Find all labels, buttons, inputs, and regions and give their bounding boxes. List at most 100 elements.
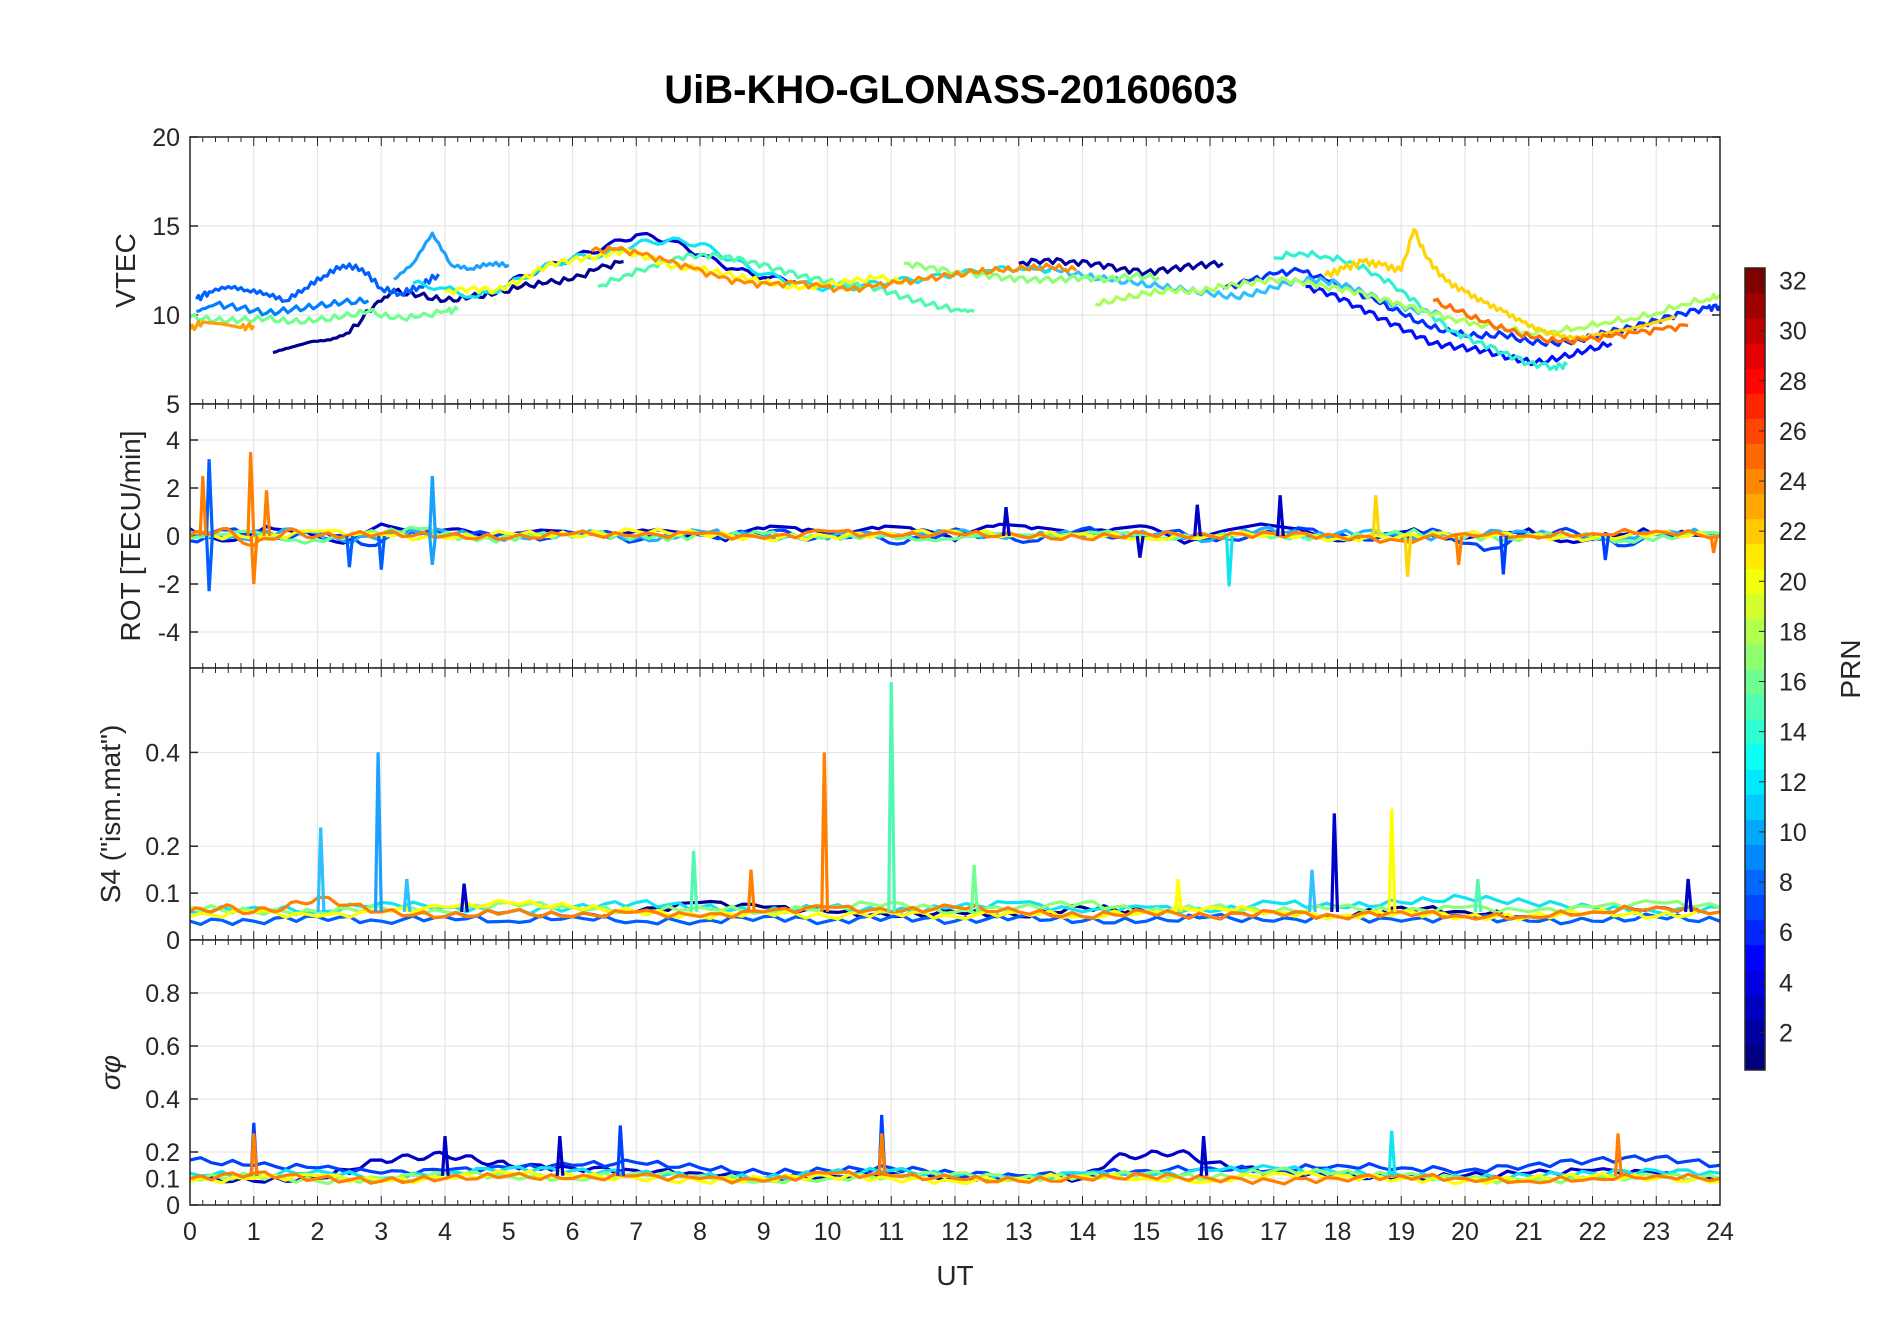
x-tick-label: 7 <box>629 1218 643 1246</box>
series-line-prn-24 <box>190 526 1720 548</box>
x-tick-label: 6 <box>566 1218 580 1246</box>
spike-mark <box>1613 1133 1623 1176</box>
y-axis-label: S4 ("ism.mat") <box>95 725 126 904</box>
spike-mark <box>1001 507 1011 537</box>
colorbar-segment <box>1745 618 1765 645</box>
spike-mark <box>1709 535 1719 554</box>
colorbar-tick-label: 30 <box>1779 318 1807 346</box>
series-line-prn-24 <box>590 245 1078 293</box>
colorbar-segment <box>1745 994 1765 1021</box>
spike-mark <box>1135 535 1145 558</box>
x-tick-label: 18 <box>1324 1218 1352 1246</box>
spike-mark <box>316 827 326 912</box>
chart-title: UiB-KHO-GLONASS-20160603 <box>664 68 1238 112</box>
colorbar-tick-label: 12 <box>1779 769 1807 797</box>
colorbar-segment <box>1745 719 1765 745</box>
colorbar-segment <box>1745 518 1765 545</box>
series-line-prn-7 <box>195 262 440 303</box>
x-tick-label: 9 <box>757 1218 771 1246</box>
colorbar-segment <box>1745 318 1765 344</box>
colorbar-label: PRN <box>1835 639 1866 698</box>
x-axis-label: UT <box>936 1260 973 1291</box>
spike-mark <box>1371 495 1381 537</box>
spike-mark <box>1499 535 1508 575</box>
spike-mark <box>1403 535 1413 577</box>
x-tick-label: 22 <box>1579 1218 1607 1246</box>
colorbar-segment <box>1745 293 1765 319</box>
colorbar-frame <box>1744 267 1766 1071</box>
colorbar-tick-label: 32 <box>1779 268 1807 296</box>
y-tick-label: 2 <box>166 475 180 503</box>
spike-mark <box>1387 1130 1397 1176</box>
series-line-prn-24 <box>190 895 1720 921</box>
x-tick-label: 16 <box>1196 1218 1224 1246</box>
y-tick-label: 0.2 <box>145 1139 180 1167</box>
spike-mark <box>377 535 386 570</box>
x-tick-label: 21 <box>1515 1218 1543 1246</box>
colorbar-tick-label: 8 <box>1779 869 1793 897</box>
series-line-prn-16 <box>903 261 1160 285</box>
spike-mark <box>428 475 437 537</box>
spike-mark <box>1601 535 1610 561</box>
colorbar-segment <box>1745 268 1765 294</box>
colorbar-segment <box>1745 468 1765 495</box>
spike-mark <box>246 451 256 537</box>
colorbar-segment <box>1745 769 1765 795</box>
spike-mark <box>345 535 355 568</box>
x-tick-label: 2 <box>311 1218 325 1246</box>
x-tick-label: 12 <box>941 1218 969 1246</box>
series-line-prn-2 <box>1018 257 1224 277</box>
series-group <box>190 228 1720 371</box>
spike-mark <box>887 682 896 912</box>
y-tick-label: 5 <box>166 391 180 419</box>
colorbar-segment <box>1745 969 1765 996</box>
colorbar-segment <box>1745 568 1765 595</box>
panel-rot: -4 -2 0 2 4 ROT [TECU/min] <box>115 403 1721 669</box>
spike-mark <box>555 1135 565 1176</box>
y-axis-label: ROT [TECU/min] <box>115 430 146 641</box>
x-tick-label: 0 <box>183 1218 197 1246</box>
colorbar-tick-label: 4 <box>1779 969 1793 997</box>
spike-mark <box>1454 535 1464 565</box>
series-line-prn-8 <box>196 296 370 317</box>
spike-mark <box>428 535 437 565</box>
colorbar-segment <box>1745 643 1765 670</box>
x-tick-label: 24 <box>1706 1218 1734 1246</box>
colorbar-segment <box>1745 944 1765 971</box>
y-tick-label: -2 <box>158 571 180 599</box>
series-line-prn-25 <box>1432 297 1689 346</box>
x-tick-label: 15 <box>1132 1218 1160 1246</box>
y-tick-label: 0.4 <box>145 1086 180 1114</box>
x-tick-label: 4 <box>438 1218 452 1246</box>
colorbar-tick-label: 2 <box>1779 1019 1793 1047</box>
spike-mark <box>249 535 259 585</box>
x-tick-label: 3 <box>374 1218 388 1246</box>
series-group <box>190 682 1720 927</box>
spike-mark <box>373 752 383 912</box>
spike-mark <box>198 475 208 537</box>
colorbar-segment <box>1745 418 1765 444</box>
x-tick-label: 8 <box>693 1218 707 1246</box>
colorbar-segment <box>1745 744 1765 770</box>
colorbar-segment <box>1745 669 1765 695</box>
spike-mark <box>1276 495 1285 537</box>
spike-mark <box>402 878 412 913</box>
colorbar-segment <box>1745 493 1765 520</box>
spike-mark <box>1330 813 1340 912</box>
spike-mark <box>1193 504 1202 537</box>
x-tick-label: 1 <box>247 1218 261 1246</box>
colorbar-tick-label: 26 <box>1779 418 1807 446</box>
spike-mark <box>820 752 830 912</box>
spike-mark <box>205 535 214 592</box>
colorbar-segment <box>1745 543 1765 570</box>
y-tick-label: 15 <box>152 213 180 241</box>
colorbar-segment <box>1745 894 1765 921</box>
spike-mark <box>1225 535 1234 587</box>
colorbar-segment <box>1745 593 1765 620</box>
y-tick-label: 20 <box>152 124 180 152</box>
spike-mark <box>205 459 214 537</box>
y-tick-label: 0.2 <box>145 833 180 861</box>
spike-mark <box>1174 878 1183 913</box>
y-tick-label: 0.8 <box>145 980 180 1008</box>
